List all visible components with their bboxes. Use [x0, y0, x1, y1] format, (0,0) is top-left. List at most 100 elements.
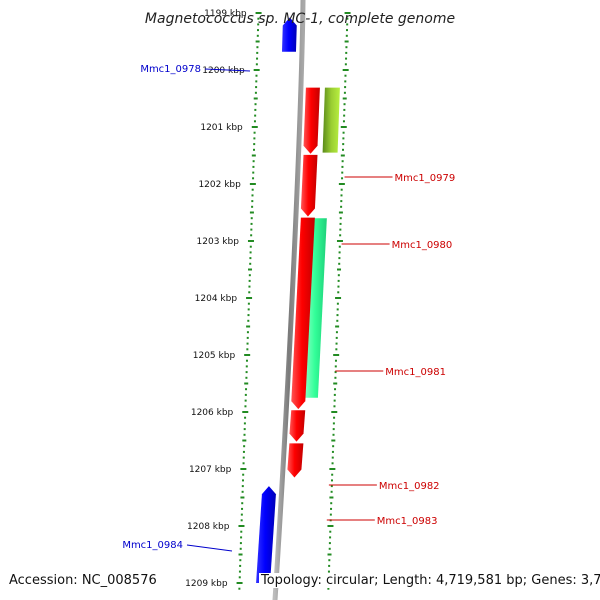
ruler-right-tick [335, 297, 342, 299]
ruler-tick-label: 1201 kbp [200, 123, 243, 133]
ruler-right-tick [331, 450, 334, 453]
ruler-left-tick [245, 371, 248, 374]
ruler-right-tick [331, 411, 338, 413]
ruler-right-tick [342, 148, 345, 151]
ruler-tick-label: 1207 kbp [189, 465, 232, 475]
ruler-left-tick [246, 325, 251, 328]
ruler-left-tick [243, 433, 246, 436]
ruler-left-tick [248, 279, 251, 282]
ruler-left-tick [241, 479, 244, 482]
ruler-left-tick [242, 462, 245, 465]
ruler-right-tick [337, 274, 340, 277]
ruler-left-tick [253, 120, 256, 123]
ruler-left-tick [254, 108, 257, 111]
ruler-right-tick [340, 200, 343, 203]
ruler-right-tick [340, 194, 343, 197]
ruler-tick-label: 1209 kbp [185, 579, 228, 589]
ruler-left-tick [242, 411, 249, 413]
ruler-left-tick [244, 354, 251, 356]
ruler-tick-label: 1203 kbp [197, 237, 240, 247]
ruler-right-tick [340, 126, 347, 128]
ruler-tick-label: 1200 kbp [202, 66, 245, 76]
ruler-right-tick [332, 445, 335, 448]
ruler-left-tick [255, 40, 260, 43]
ruler-right-tick [336, 308, 339, 311]
ruler-tick-label: 1204 kbp [195, 294, 238, 304]
ruler-right-tick [336, 319, 339, 322]
ruler-left-tick [256, 29, 259, 32]
gene-layer [256, 17, 320, 583]
ruler-left-tick [238, 576, 241, 579]
ruler-right-tick [342, 137, 345, 140]
ruler-left-tick [249, 251, 252, 254]
topology-text: Topology: circular; Length: 4,719,581 bp… [259, 573, 600, 588]
ruler-right-tick [342, 69, 349, 71]
ruler-left-tick [239, 542, 242, 545]
ruler-right-tick [344, 63, 347, 66]
ruler-right-tick [329, 468, 336, 470]
ruler-left-tick [238, 587, 241, 590]
ruler-left-tick [250, 222, 253, 225]
gene-arrow-Mmc1_0980 [300, 154, 318, 217]
ruler-left-tick [253, 137, 256, 140]
ruler-right-tick [334, 371, 337, 374]
ruler-left-tick [247, 319, 250, 322]
ruler-left-tick [247, 302, 250, 305]
gene-label: Mmc1_0983 [377, 516, 438, 527]
ruler-right-tick [341, 160, 344, 163]
ruler-right-tick [346, 17, 349, 20]
ruler-right-tick [327, 553, 332, 556]
ruler-left-tick [246, 336, 249, 339]
ruler-left-tick [250, 234, 253, 237]
ruler-right-tick [330, 502, 333, 505]
ruler-right-tick [338, 211, 343, 214]
ruler-right-tick [338, 251, 341, 254]
gene-label: Mmc1_0979 [395, 173, 456, 184]
ruler-left-tick [244, 399, 247, 402]
ruler-left-tick [249, 245, 252, 248]
ruler-right-tick [340, 154, 345, 157]
ruler-right-tick [327, 525, 334, 527]
ruler-left-tick [247, 240, 254, 242]
ruler-left-tick [253, 143, 256, 146]
ruler-left-tick [257, 17, 260, 20]
ruler-left-tick [240, 468, 247, 470]
ruler-left-tick [246, 331, 249, 334]
ruler-left-tick [255, 74, 258, 77]
ruler-left-tick [244, 405, 247, 408]
genome-backbone [272, 0, 306, 600]
ruler-right-tick [339, 234, 342, 237]
ruler-right-tick [329, 496, 334, 499]
ruler-right-tick [332, 433, 335, 436]
gene-arrow-Mmc1_0983 [287, 443, 304, 478]
ruler-right-tick [334, 359, 337, 362]
ruler-left-tick [253, 69, 260, 71]
ruler-right-tick [343, 91, 346, 94]
ruler-right-tick [336, 314, 339, 317]
ruler-right-tick [338, 183, 345, 185]
ruler-right-tick [329, 536, 332, 539]
ruler-left-tick [242, 473, 245, 476]
ruler-right-tick [331, 439, 336, 442]
ruler-right-tick [342, 143, 345, 146]
label-layer: Mmc1_0978 Mmc1_0979 Mmc1_0980 Mmc1_0981 Mmc1… [122, 64, 456, 552]
ruler-right-tick [328, 564, 331, 567]
ruler-right-tick [345, 34, 348, 37]
ruler-right-tick [344, 40, 349, 43]
ruler-left-tick [244, 416, 247, 419]
backbone-layer [272, 0, 306, 600]
ruler-left-tick [240, 530, 243, 533]
ruler-right-tick [344, 74, 347, 77]
ruler-right-tick [336, 302, 339, 305]
ruler-left-tick [249, 262, 252, 265]
ruler-left-tick [251, 200, 254, 203]
ruler-left-tick [240, 519, 243, 522]
ruler-right-tick [330, 507, 333, 510]
ruler-left-tick [248, 291, 251, 294]
ruler-left-tick [249, 183, 256, 185]
ruler-left: 1199 kbp 1200 kbp 1201 kbp 1202 kbp 1203 kbp… [185, 9, 262, 590]
ruler-right-tick [332, 422, 335, 425]
ruler-right-tick [339, 222, 342, 225]
ruler-right-tick [330, 490, 333, 493]
